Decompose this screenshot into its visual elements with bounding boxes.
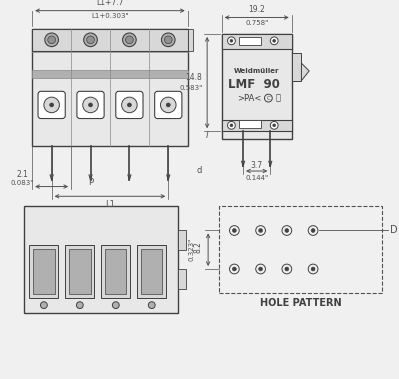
Text: d: d bbox=[197, 166, 202, 175]
Circle shape bbox=[77, 302, 83, 309]
Text: L1+0.303": L1+0.303" bbox=[91, 14, 129, 19]
Text: 8.2: 8.2 bbox=[194, 241, 203, 253]
Circle shape bbox=[50, 103, 53, 107]
Text: 0.323": 0.323" bbox=[189, 238, 195, 262]
Text: 0.083": 0.083" bbox=[11, 180, 34, 186]
Bar bbox=[105, 249, 126, 294]
Text: >PA<: >PA< bbox=[237, 94, 261, 103]
Circle shape bbox=[311, 229, 315, 232]
Circle shape bbox=[83, 97, 98, 113]
Bar bbox=[141, 249, 162, 294]
Text: 3.7: 3.7 bbox=[251, 161, 263, 170]
Bar bbox=[101, 245, 130, 298]
Circle shape bbox=[285, 229, 289, 232]
Circle shape bbox=[270, 121, 278, 129]
FancyBboxPatch shape bbox=[155, 91, 182, 119]
Bar bbox=[65, 245, 95, 298]
Text: D: D bbox=[390, 226, 397, 235]
Circle shape bbox=[122, 97, 137, 113]
Polygon shape bbox=[301, 63, 309, 81]
Text: C: C bbox=[267, 96, 270, 101]
Circle shape bbox=[232, 229, 236, 232]
Text: 0.583": 0.583" bbox=[179, 85, 202, 91]
Text: 14.8: 14.8 bbox=[186, 73, 202, 82]
Circle shape bbox=[148, 302, 155, 309]
Circle shape bbox=[45, 33, 58, 47]
Text: l: l bbox=[206, 130, 208, 139]
Text: 0.758": 0.758" bbox=[245, 20, 269, 26]
Circle shape bbox=[48, 36, 55, 44]
Bar bbox=[29, 245, 58, 298]
Bar bbox=[219, 206, 382, 293]
Bar bbox=[32, 29, 188, 50]
Circle shape bbox=[160, 97, 176, 113]
Text: 19.2: 19.2 bbox=[248, 5, 265, 14]
Circle shape bbox=[227, 121, 235, 129]
Bar bbox=[69, 249, 91, 294]
Circle shape bbox=[311, 267, 315, 271]
Circle shape bbox=[122, 33, 136, 47]
Bar bbox=[222, 34, 292, 139]
Bar bbox=[178, 269, 186, 289]
Text: Ⓛ: Ⓛ bbox=[276, 94, 280, 103]
Circle shape bbox=[273, 39, 276, 42]
Bar bbox=[32, 29, 188, 146]
FancyBboxPatch shape bbox=[116, 91, 143, 119]
Circle shape bbox=[270, 37, 278, 45]
Bar bbox=[239, 121, 261, 128]
Circle shape bbox=[164, 36, 172, 44]
Circle shape bbox=[230, 124, 233, 127]
Text: P: P bbox=[88, 178, 93, 187]
Bar bbox=[292, 53, 301, 81]
Text: L1+7.7: L1+7.7 bbox=[96, 0, 124, 7]
Circle shape bbox=[89, 103, 93, 107]
Circle shape bbox=[87, 36, 95, 44]
Text: Weidmüller: Weidmüller bbox=[234, 68, 279, 74]
Circle shape bbox=[273, 124, 276, 127]
Circle shape bbox=[230, 39, 233, 42]
Circle shape bbox=[166, 103, 170, 107]
Circle shape bbox=[127, 103, 131, 107]
Text: 0.144": 0.144" bbox=[245, 175, 268, 181]
Bar bbox=[137, 245, 166, 298]
Circle shape bbox=[259, 229, 263, 232]
Text: L1: L1 bbox=[105, 200, 115, 208]
Bar bbox=[188, 29, 193, 50]
FancyBboxPatch shape bbox=[38, 91, 65, 119]
Bar bbox=[32, 70, 188, 78]
Circle shape bbox=[227, 37, 235, 45]
Circle shape bbox=[259, 267, 263, 271]
Bar bbox=[24, 206, 178, 313]
Bar bbox=[222, 34, 292, 49]
Circle shape bbox=[44, 97, 59, 113]
Circle shape bbox=[285, 267, 289, 271]
Circle shape bbox=[40, 302, 47, 309]
Circle shape bbox=[113, 302, 119, 309]
Circle shape bbox=[232, 267, 236, 271]
Text: 2.1: 2.1 bbox=[16, 171, 28, 179]
Circle shape bbox=[84, 33, 97, 47]
Text: LMF  90: LMF 90 bbox=[228, 78, 280, 91]
Bar bbox=[222, 119, 292, 131]
Bar bbox=[239, 37, 261, 45]
Text: HOLE PATTERN: HOLE PATTERN bbox=[260, 298, 341, 308]
FancyBboxPatch shape bbox=[77, 91, 104, 119]
Circle shape bbox=[126, 36, 133, 44]
Circle shape bbox=[162, 33, 175, 47]
Bar bbox=[33, 249, 55, 294]
Bar bbox=[178, 230, 186, 250]
